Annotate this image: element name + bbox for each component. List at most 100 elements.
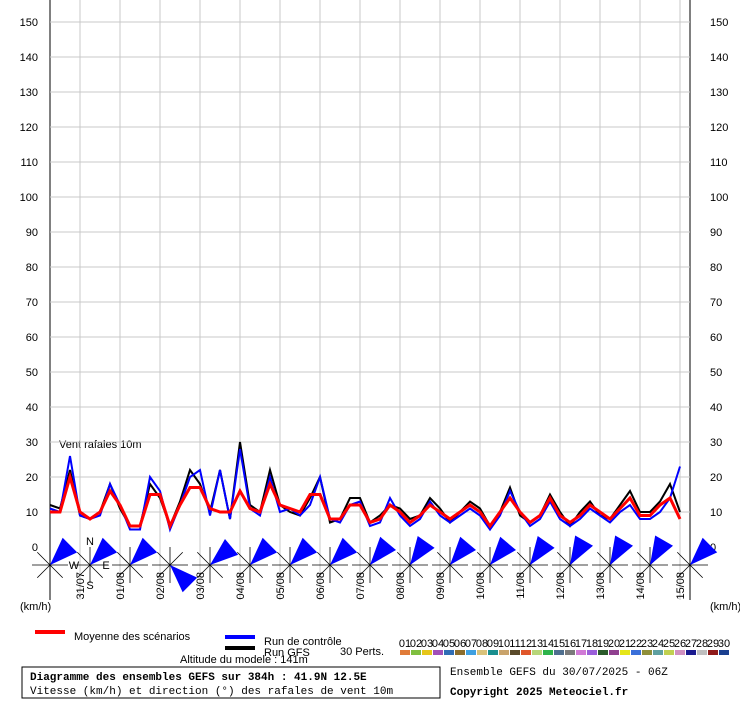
pert-swatch — [642, 650, 652, 655]
pert-swatch — [565, 650, 575, 655]
wind-wedge — [650, 535, 673, 565]
compass-label: N — [86, 536, 94, 548]
y-tick-label: 140 — [710, 52, 728, 64]
rose-spoke — [76, 564, 91, 579]
rose-spoke — [36, 564, 51, 579]
pert-swatch — [455, 650, 465, 655]
x-tick-label: 09/08 — [435, 572, 447, 600]
pert-label: 01 — [399, 638, 411, 650]
legend-label: Run GFS — [264, 647, 310, 659]
rose-spoke — [396, 564, 411, 579]
rose-spoke — [236, 551, 251, 566]
pert-swatch — [708, 650, 718, 655]
pert-swatch — [510, 650, 520, 655]
y-tick-label: 30 — [710, 437, 722, 449]
pert-swatch — [422, 650, 432, 655]
wind-wedge — [330, 537, 358, 565]
wind-wedge — [210, 539, 239, 565]
wind-wedge — [250, 537, 278, 565]
rose-spoke — [596, 551, 611, 566]
pert-label: 19 — [597, 638, 609, 650]
wind-wedge — [370, 536, 396, 565]
rose-spoke — [596, 564, 611, 579]
chart-title: Diagramme des ensembles GEFS sur 384h : … — [30, 672, 367, 684]
rose-spoke — [636, 564, 651, 579]
pert-label: 02 — [410, 638, 422, 650]
x-tick-label: 31/07 — [75, 572, 87, 600]
y-tick-label: 20 — [26, 472, 38, 484]
rose-spoke — [649, 564, 664, 579]
pert-swatch — [598, 650, 608, 655]
x-tick-label: 10/08 — [475, 572, 487, 600]
rose-spoke — [209, 564, 224, 579]
y-tick-label: 20 — [710, 472, 722, 484]
pert-swatch — [664, 650, 674, 655]
y-tick-label: 50 — [710, 367, 722, 379]
pert-swatch — [620, 650, 630, 655]
x-tick-label: 05/08 — [275, 572, 287, 600]
rose-spoke — [476, 551, 491, 566]
rose-spoke — [249, 564, 264, 579]
rose-spoke — [169, 551, 184, 566]
pert-label: 22 — [630, 638, 642, 650]
wind-wedge — [50, 537, 78, 565]
copyright: Copyright 2025 Meteociel.fr — [450, 687, 628, 699]
x-tick-label: 08/08 — [395, 572, 407, 600]
rose-spoke — [356, 564, 371, 579]
rose-spoke — [689, 564, 704, 579]
pert-label: 08 — [476, 638, 488, 650]
rose-spoke — [409, 564, 424, 579]
rose-spoke — [636, 551, 651, 566]
x-tick-label: 12/08 — [555, 572, 567, 600]
pert-swatch — [532, 650, 542, 655]
rose-spoke — [289, 564, 304, 579]
pert-label: 12 — [520, 638, 532, 650]
y-tick-label: 40 — [710, 402, 722, 414]
x-tick-label: 13/08 — [595, 572, 607, 600]
rose-spoke — [396, 551, 411, 566]
rose-spoke — [276, 551, 291, 566]
wind-wedge — [450, 536, 476, 565]
rose-spoke — [516, 551, 531, 566]
pert-label: 05 — [443, 638, 455, 650]
annotation: Vent rafales 10m — [59, 439, 142, 451]
wind-wedge — [690, 537, 718, 565]
series-line — [49, 448, 681, 533]
compass-label: W — [69, 560, 80, 572]
y-tick-label: 100 — [710, 192, 728, 204]
y-tick-label: 60 — [710, 332, 722, 344]
wind-wedge — [490, 536, 516, 565]
y-tick-label: 150 — [20, 17, 38, 29]
wind-wedge — [570, 535, 593, 565]
rose-spoke — [116, 564, 131, 579]
rose-spoke — [36, 551, 51, 566]
pert-swatch — [576, 650, 586, 655]
y-tick-label: 40 — [26, 402, 38, 414]
pert-label: 26 — [674, 638, 686, 650]
pert-label: 07 — [465, 638, 477, 650]
pert-label: 09 — [487, 638, 499, 650]
rose-spoke — [76, 551, 91, 566]
rose-spoke — [196, 551, 211, 566]
pert-label: 11 — [509, 638, 520, 650]
y-tick-label: 0 — [710, 542, 716, 554]
rose-spoke — [156, 551, 171, 566]
y-tick-label: 70 — [710, 297, 722, 309]
x-tick-label: 11/08 — [515, 572, 527, 599]
pert-swatch — [543, 650, 553, 655]
rose-spoke — [569, 564, 584, 579]
y-tick-label: 80 — [26, 262, 38, 274]
y-tick-label: 90 — [710, 227, 722, 239]
rose-spoke — [489, 564, 504, 579]
pert-label: 16 — [564, 638, 576, 650]
wind-wedge — [290, 537, 318, 565]
pert-label: 17 — [575, 638, 587, 650]
y-tick-label: 150 — [710, 17, 728, 29]
x-tick-label: 04/08 — [235, 572, 247, 600]
pert-label: 10 — [498, 638, 510, 650]
y-tick-label: 80 — [710, 262, 722, 274]
y-unit-right: (km/h) — [710, 601, 740, 613]
pert-swatch — [697, 650, 707, 655]
